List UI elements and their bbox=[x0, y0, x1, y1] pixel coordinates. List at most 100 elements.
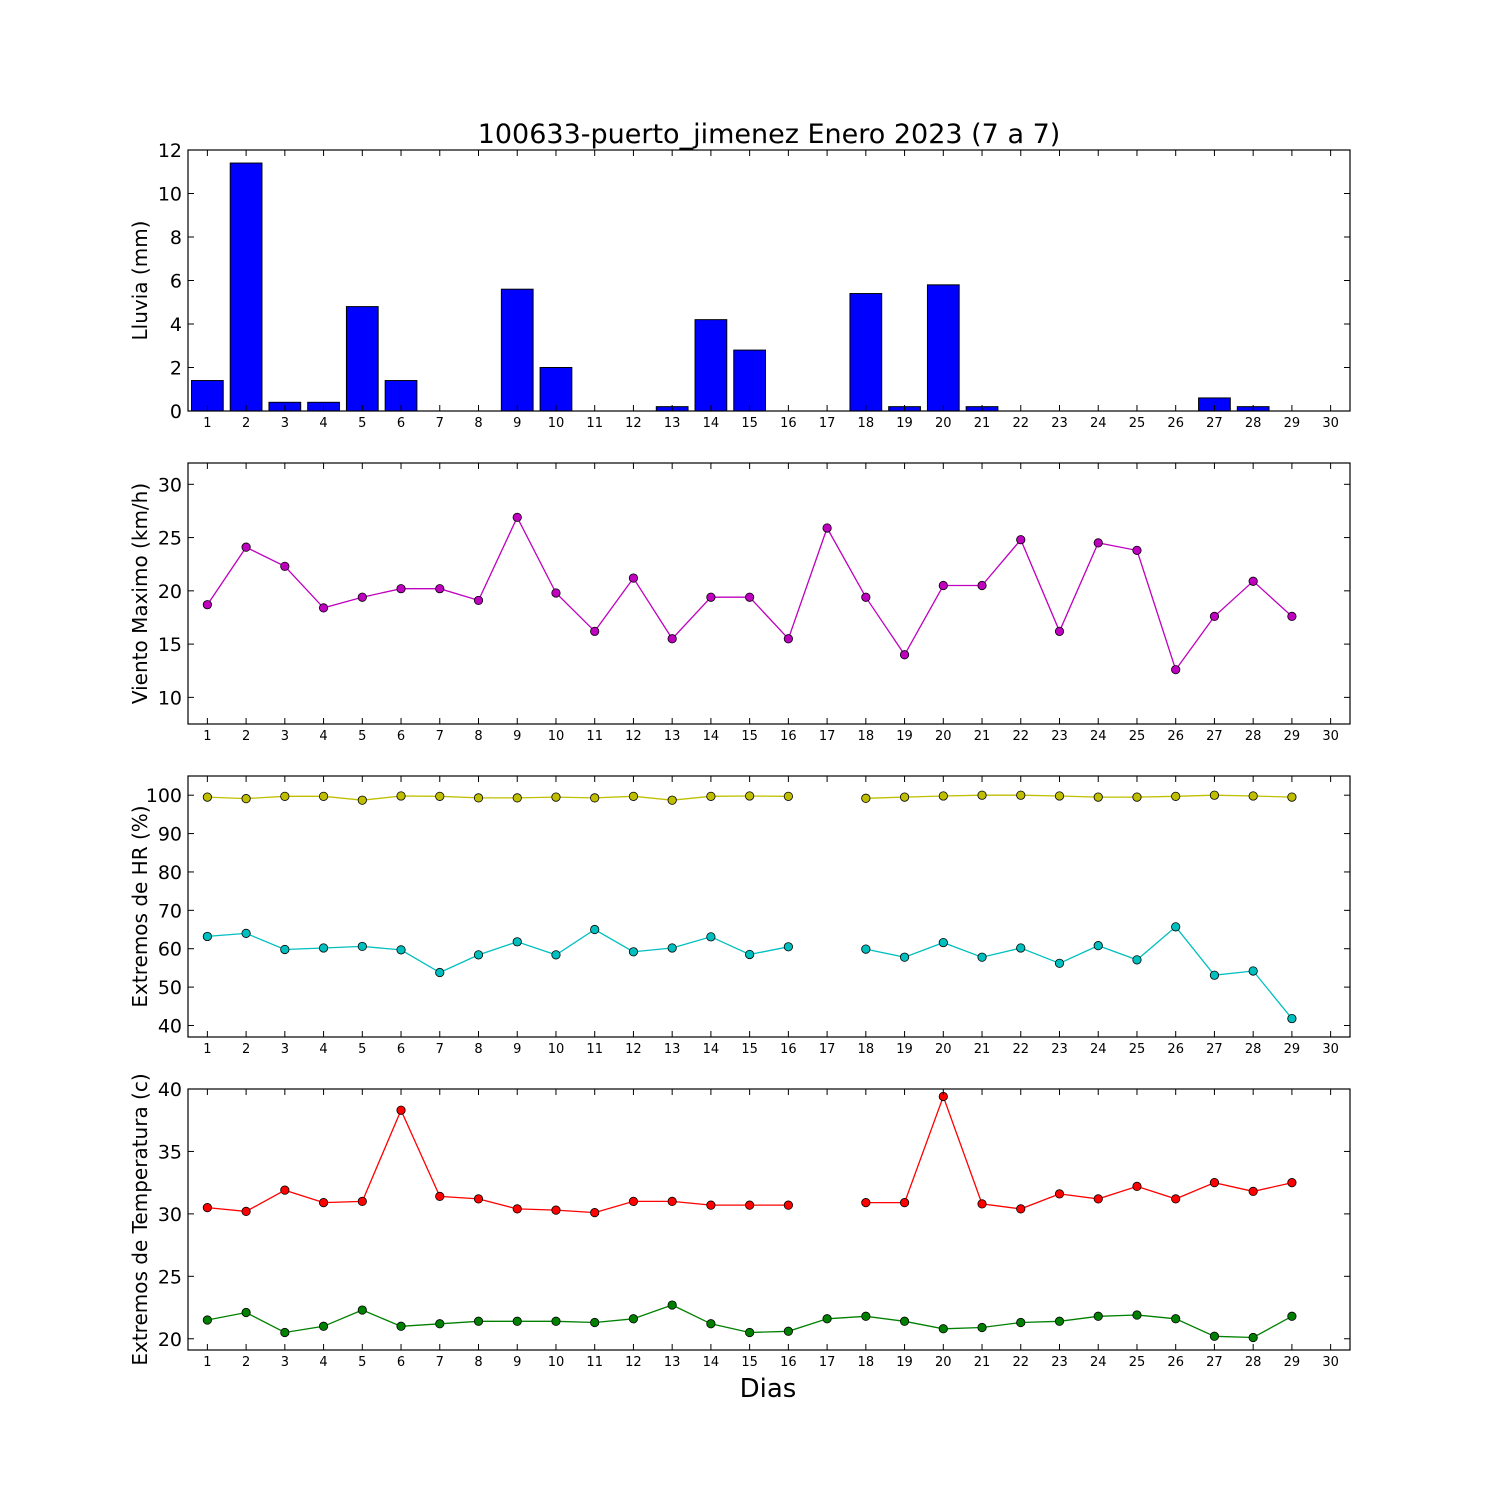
x-tick-label: 16 bbox=[780, 416, 797, 431]
series-1-point-day-27 bbox=[1209, 790, 1220, 800]
series-1-point-day-4 bbox=[318, 1198, 329, 1208]
x-tick-label: 29 bbox=[1284, 729, 1301, 744]
x-tick-label: 24 bbox=[1090, 416, 1107, 431]
series-1-point-day-24 bbox=[1093, 792, 1103, 802]
series-1-point-day-12 bbox=[628, 573, 639, 583]
y-axis-label: Lluvia (mm) bbox=[128, 221, 152, 341]
x-tick-label: 28 bbox=[1245, 416, 1262, 431]
series-2-point-day-10 bbox=[551, 1316, 561, 1326]
y-tick-label: 10 bbox=[158, 687, 182, 709]
series-1-point-day-19 bbox=[899, 650, 910, 660]
series-2-point-day-16 bbox=[783, 1326, 793, 1336]
y-axis-label: Extremos de Temperatura (c) bbox=[128, 1073, 152, 1365]
series-1-point-day-18 bbox=[861, 1198, 871, 1208]
series-2-point-day-18 bbox=[861, 1311, 871, 1321]
x-tick-label: 19 bbox=[896, 729, 913, 744]
x-tick-label: 13 bbox=[664, 1042, 681, 1057]
x-tick-label: 24 bbox=[1090, 1355, 1107, 1370]
x-tick-label: 12 bbox=[625, 416, 642, 431]
series-2-point-day-18 bbox=[861, 944, 871, 954]
series-1-point-day-29 bbox=[1287, 611, 1297, 622]
x-tick-label: 19 bbox=[896, 416, 913, 431]
bar-day-9 bbox=[500, 288, 534, 412]
series-2-point-day-1 bbox=[202, 931, 212, 942]
series-2-point-day-6 bbox=[396, 1321, 406, 1331]
x-tick-label: 11 bbox=[586, 729, 603, 744]
x-tick-label: 23 bbox=[1051, 416, 1068, 431]
x-tick-label: 21 bbox=[974, 1042, 991, 1057]
series-1-point-day-13 bbox=[667, 1196, 677, 1206]
x-tick-label: 21 bbox=[974, 729, 991, 744]
x-tick-label: 12 bbox=[625, 729, 642, 744]
series-1-point-day-22 bbox=[1016, 1204, 1026, 1214]
x-tick-label: 25 bbox=[1129, 1042, 1146, 1057]
x-tick-label: 18 bbox=[858, 416, 875, 431]
y-tick-label: 35 bbox=[158, 1141, 182, 1163]
series-1-point-day-9 bbox=[512, 512, 522, 522]
series-1-point-day-22 bbox=[1016, 535, 1026, 545]
x-tick-label: 5 bbox=[358, 1355, 366, 1370]
series-2-point-day-21 bbox=[977, 1322, 987, 1333]
bar-day-2 bbox=[229, 162, 263, 412]
x-tick-label: 13 bbox=[664, 1355, 681, 1370]
x-tick-label: 19 bbox=[896, 1355, 913, 1370]
y-tick-label: 20 bbox=[158, 1329, 182, 1351]
x-tick-label: 7 bbox=[436, 1042, 444, 1057]
series-1-point-day-28 bbox=[1248, 576, 1258, 586]
bar-day-18 bbox=[849, 293, 883, 412]
x-tick-label: 16 bbox=[780, 1355, 797, 1370]
series-2-point-day-3 bbox=[280, 1327, 290, 1338]
series-1-point-day-17 bbox=[822, 523, 832, 533]
series-2-point-day-6 bbox=[396, 945, 406, 955]
x-tick-label: 2 bbox=[242, 416, 250, 431]
series-1-point-day-16 bbox=[783, 634, 793, 644]
x-tick-label: 28 bbox=[1245, 1042, 1262, 1057]
y-tick-label: 20 bbox=[158, 581, 182, 603]
series-2-point-day-1 bbox=[202, 1315, 212, 1325]
y-tick-label: 90 bbox=[158, 824, 182, 846]
series-2-point-day-24 bbox=[1093, 941, 1103, 951]
series-1-point-day-18 bbox=[861, 592, 871, 602]
x-tick-label: 15 bbox=[741, 1042, 758, 1057]
series-2-point-day-8 bbox=[473, 1316, 484, 1326]
series-1-line-segment-2 bbox=[865, 794, 1292, 799]
series-1-point-day-16 bbox=[783, 1200, 793, 1210]
x-tick-label: 7 bbox=[436, 416, 444, 431]
x-tick-label: 13 bbox=[664, 729, 681, 744]
x-tick-label: 22 bbox=[1012, 729, 1029, 744]
series-2-point-day-27 bbox=[1209, 970, 1220, 980]
series-2-point-day-25 bbox=[1132, 955, 1142, 965]
x-tick-label: 21 bbox=[974, 1355, 991, 1370]
series-1-point-day-8 bbox=[473, 595, 484, 606]
series-1-point-day-1 bbox=[202, 792, 212, 802]
series-2-point-day-16 bbox=[783, 942, 793, 952]
series-1-point-day-4 bbox=[318, 603, 329, 613]
x-tick-label: 6 bbox=[397, 416, 405, 431]
series-1-point-day-14 bbox=[706, 592, 716, 602]
series-1-point-day-24 bbox=[1093, 538, 1103, 548]
series-1-point-day-2 bbox=[241, 794, 251, 804]
bar-day-14 bbox=[694, 319, 728, 412]
series-1-point-day-20 bbox=[938, 791, 948, 801]
x-tick-label: 23 bbox=[1051, 1355, 1068, 1370]
y-tick-label: 12 bbox=[158, 140, 182, 162]
x-tick-label: 20 bbox=[935, 416, 952, 431]
x-tick-label: 6 bbox=[397, 1042, 405, 1057]
series-1-point-day-21 bbox=[977, 790, 987, 800]
series-1-point-day-7 bbox=[435, 1191, 445, 1201]
series-2-point-day-23 bbox=[1054, 958, 1065, 968]
series-1-point-day-25 bbox=[1132, 792, 1142, 802]
series-2-point-day-4 bbox=[318, 1321, 329, 1331]
x-tick-label: 2 bbox=[242, 1355, 250, 1370]
x-tick-label: 28 bbox=[1245, 1355, 1262, 1370]
y-tick-label: 25 bbox=[158, 528, 182, 550]
y-tick-label: 0 bbox=[170, 401, 182, 423]
x-tick-label: 26 bbox=[1167, 1042, 1184, 1057]
series-1-point-day-22 bbox=[1016, 790, 1026, 800]
x-tick-label: 24 bbox=[1090, 1042, 1107, 1057]
y-tick-label: 40 bbox=[158, 1079, 182, 1101]
bar-day-20 bbox=[926, 284, 960, 412]
y-tick-label: 80 bbox=[158, 862, 182, 884]
